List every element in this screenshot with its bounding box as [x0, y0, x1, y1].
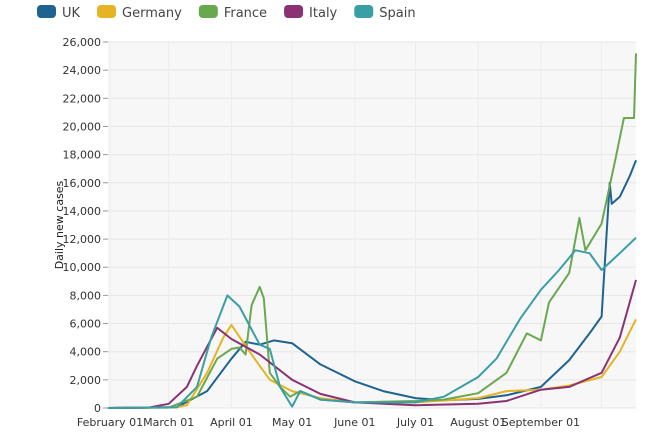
y-tick-label: 6,000: [70, 318, 102, 331]
y-tick-label: 10,000: [63, 261, 102, 274]
y-tick-label: 0: [94, 402, 101, 415]
y-tick-label: 16,000: [63, 177, 102, 190]
x-tick-label: March 01: [143, 416, 194, 429]
legend-swatch: [198, 5, 218, 18]
y-axis-label: Daily new cases: [53, 180, 66, 269]
x-tick-label: April 01: [210, 416, 253, 429]
x-tick-label: September 01: [502, 416, 580, 429]
y-tick-label: 24,000: [63, 64, 102, 77]
series-line-italy: [107, 279, 637, 409]
x-tick-label: July 01: [396, 416, 434, 429]
plot-area: [108, 42, 636, 408]
y-axis: 0 2,000 4,000 6,000 8,000 10,000 12,000 14,000 1…: [63, 36, 108, 415]
y-tick-label: 14,000: [63, 205, 102, 218]
legend-item-uk[interactable]: UK: [37, 5, 81, 21]
y-tick-label: 26,000: [63, 36, 102, 49]
y-tick-label: 4,000: [70, 346, 102, 359]
y-tick-label: 18,000: [63, 149, 102, 162]
y-tick-label: 22,000: [63, 92, 102, 105]
legend-item-france[interactable]: France: [198, 5, 267, 21]
legend-label: France: [224, 6, 267, 21]
legend-label: Italy: [309, 6, 338, 21]
legend-label: Germany: [122, 6, 182, 21]
legend-swatch: [37, 5, 56, 18]
series-line-spain: [107, 236, 637, 409]
legend: UK Germany France Italy Spain: [37, 5, 416, 21]
series-lines: [107, 53, 637, 409]
y-tick-label: 2,000: [70, 374, 102, 387]
legend-swatch: [354, 5, 374, 18]
y-tick-label: 8,000: [70, 289, 102, 302]
legend-item-spain[interactable]: Spain: [354, 5, 416, 21]
x-tick-label: May 01: [272, 416, 312, 429]
legend-label: Spain: [379, 6, 415, 21]
legend-swatch: [284, 5, 304, 18]
legend-swatch: [97, 5, 117, 18]
x-tick-label: August 01: [450, 416, 506, 429]
y-tick-label: 12,000: [63, 233, 102, 246]
y-tick-label: 20,000: [63, 120, 102, 133]
legend-item-italy[interactable]: Italy: [284, 5, 338, 21]
legend-label: UK: [62, 6, 81, 21]
x-tick-label: February 01: [77, 416, 143, 429]
gridlines: [108, 41, 636, 409]
x-tick-label: June 01: [333, 416, 375, 429]
legend-item-germany[interactable]: Germany: [97, 5, 182, 21]
x-axis: February 01 March 01 April 01 May 01 June 01…: [77, 416, 580, 429]
